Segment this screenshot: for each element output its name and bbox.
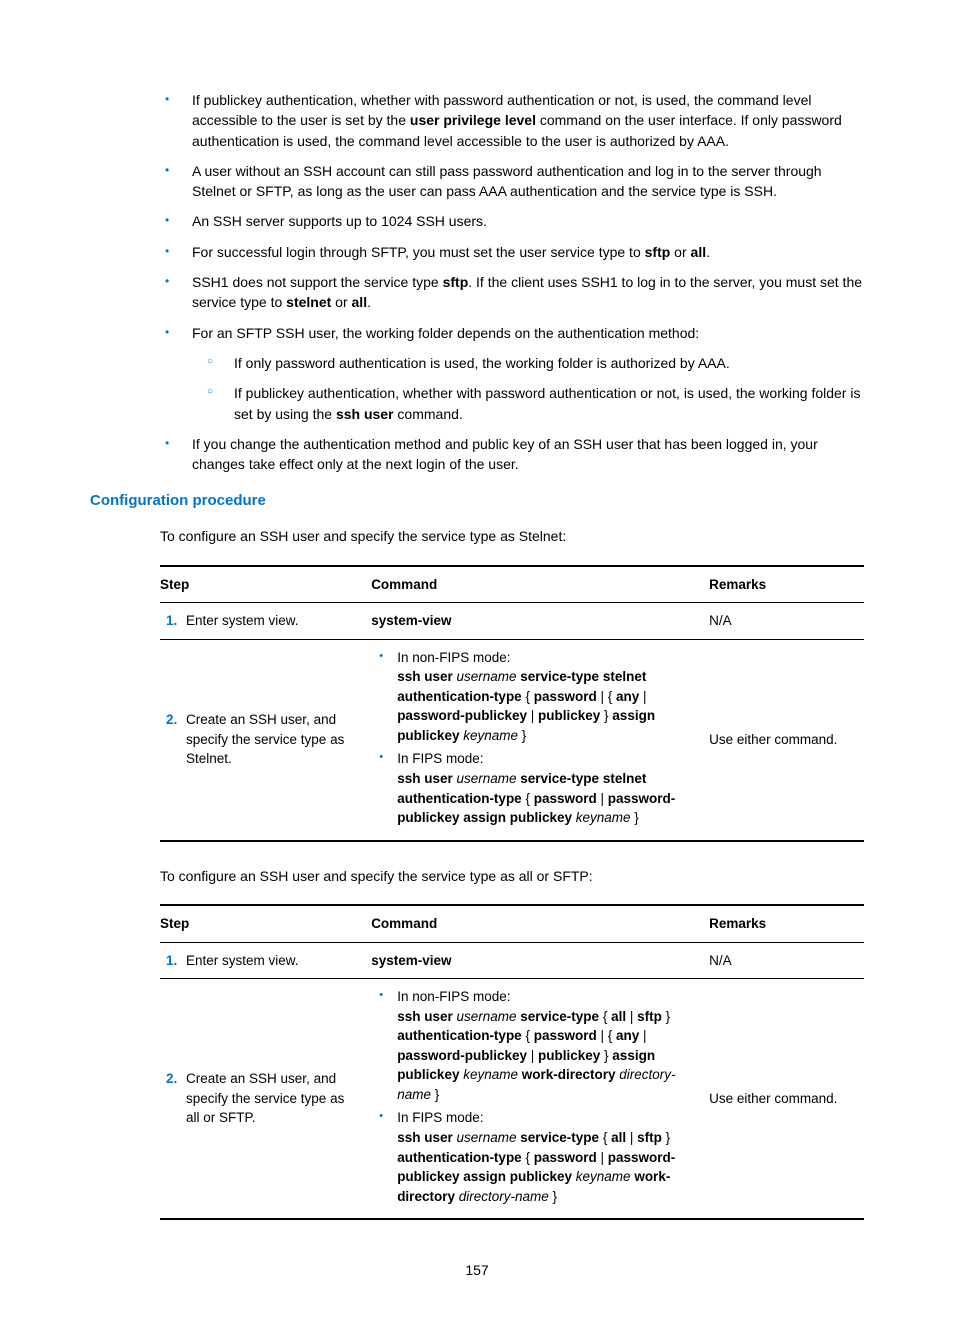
step-text: Enter system view. <box>186 951 355 971</box>
bullet-list: If publickey authentication, whether wit… <box>160 90 864 474</box>
table-header-row: Step Command Remarks <box>160 566 864 603</box>
text: command. <box>394 406 463 422</box>
step-cell: 1.Enter system view. <box>160 603 371 640</box>
step-number: 2. <box>160 1069 186 1089</box>
text: SSH1 does not support the service type <box>192 274 443 290</box>
command-item: In non-FIPS mode: ssh user username serv… <box>371 648 701 746</box>
command-list: In non-FIPS mode: ssh user username serv… <box>371 987 701 1206</box>
col-remarks-header: Remarks <box>709 905 864 942</box>
bold-term: sftp <box>645 244 671 260</box>
bold-term: user privilege level <box>410 112 536 128</box>
sub-bullet-item: If only password authentication is used,… <box>202 353 864 373</box>
col-command-header: Command <box>371 566 709 603</box>
step-text: Create an SSH user, and specify the serv… <box>186 710 355 769</box>
table-row: 2.Create an SSH user, and specify the se… <box>160 639 864 841</box>
col-command-header: Command <box>371 905 709 942</box>
command-cell: system-view <box>371 942 709 979</box>
bullet-item: For an SFTP SSH user, the working folder… <box>160 323 864 424</box>
table-row: 1.Enter system view. system-view N/A <box>160 603 864 640</box>
command-cell: In non-FIPS mode: ssh user username serv… <box>371 979 709 1220</box>
bold-term: sftp <box>443 274 469 290</box>
text: . <box>706 244 710 260</box>
remarks-cell: N/A <box>709 603 864 640</box>
sub-bullet-list: If only password authentication is used,… <box>202 353 864 424</box>
table-header-row: Step Command Remarks <box>160 905 864 942</box>
bullet-item: If you change the authentication method … <box>160 434 864 475</box>
intro-text: To configure an SSH user and specify the… <box>160 866 864 886</box>
command-cell: system-view <box>371 603 709 640</box>
text: or <box>670 244 690 260</box>
sub-bullet-item: If publickey authentication, whether wit… <box>202 383 864 424</box>
intro-text: To configure an SSH user and specify the… <box>160 526 864 546</box>
step-cell: 2.Create an SSH user, and specify the se… <box>160 639 371 841</box>
mode-label: In FIPS mode: <box>397 751 483 766</box>
table-all-sftp: Step Command Remarks 1.Enter system view… <box>160 904 864 1220</box>
command-cell: In non-FIPS mode: ssh user username serv… <box>371 639 709 841</box>
table-row: 2.Create an SSH user, and specify the se… <box>160 979 864 1220</box>
bold-term: all <box>352 294 368 310</box>
section-heading: Configuration procedure <box>90 490 864 512</box>
text: If publickey authentication, whether wit… <box>234 385 860 421</box>
step-cell: 1.Enter system view. <box>160 942 371 979</box>
bullet-item: SSH1 does not support the service type s… <box>160 272 864 313</box>
command-list: In non-FIPS mode: ssh user username serv… <box>371 648 701 828</box>
command-item: In FIPS mode: ssh user username service-… <box>371 749 701 827</box>
step-number: 1. <box>160 611 186 631</box>
command-item: In FIPS mode: ssh user username service-… <box>371 1108 701 1206</box>
bold-term: all <box>691 244 707 260</box>
command-item: In non-FIPS mode: ssh user username serv… <box>371 987 701 1104</box>
text: For successful login through SFTP, you m… <box>192 244 645 260</box>
col-remarks-header: Remarks <box>709 566 864 603</box>
page-number: 157 <box>90 1260 864 1280</box>
col-step-header: Step <box>160 905 371 942</box>
col-step-header: Step <box>160 566 371 603</box>
step-cell: 2.Create an SSH user, and specify the se… <box>160 979 371 1220</box>
mode-label: In non-FIPS mode: <box>397 989 510 1004</box>
mode-label: In non-FIPS mode: <box>397 650 510 665</box>
mode-label: In FIPS mode: <box>397 1110 483 1125</box>
remarks-cell: Use either command. <box>709 639 864 841</box>
table-row: 1.Enter system view. system-view N/A <box>160 942 864 979</box>
bullet-item: If publickey authentication, whether wit… <box>160 90 864 151</box>
remarks-cell: N/A <box>709 942 864 979</box>
text: or <box>331 294 351 310</box>
step-number: 2. <box>160 710 186 730</box>
bullet-item: An SSH server supports up to 1024 SSH us… <box>160 211 864 231</box>
step-text: Create an SSH user, and specify the serv… <box>186 1069 355 1128</box>
step-text: Enter system view. <box>186 611 355 631</box>
step-number: 1. <box>160 951 186 971</box>
remarks-cell: Use either command. <box>709 979 864 1220</box>
bullet-item: A user without an SSH account can still … <box>160 161 864 202</box>
bold-term: stelnet <box>286 294 331 310</box>
table-stelnet: Step Command Remarks 1.Enter system view… <box>160 565 864 842</box>
bullet-item: For successful login through SFTP, you m… <box>160 242 864 262</box>
bold-term: ssh user <box>336 406 394 422</box>
text: For an SFTP SSH user, the working folder… <box>192 325 699 341</box>
text: . <box>367 294 371 310</box>
